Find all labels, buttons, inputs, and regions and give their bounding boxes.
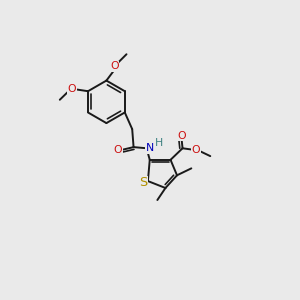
Text: O: O — [177, 130, 186, 141]
Text: O: O — [110, 61, 119, 71]
Text: S: S — [139, 176, 147, 189]
Text: H: H — [155, 138, 163, 148]
Text: O: O — [114, 145, 122, 155]
Text: N: N — [146, 143, 154, 153]
Text: O: O — [68, 84, 76, 94]
Text: O: O — [192, 145, 200, 155]
